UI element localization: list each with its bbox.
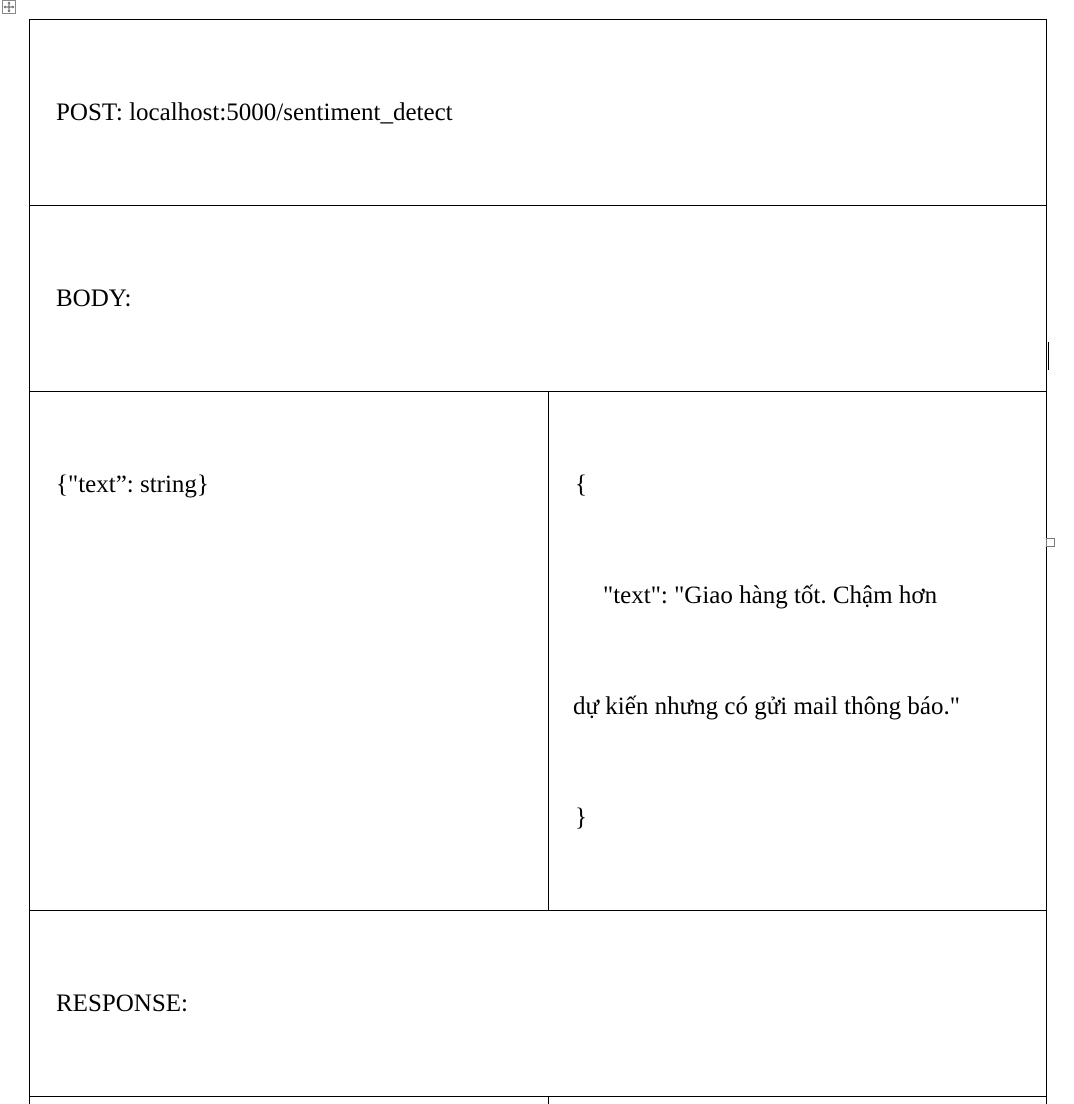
body-example-cell[interactable]: { "text": "Giao hàng tốt. Chậm hơn dự ki… (549, 392, 1047, 911)
endpoint-cell[interactable]: POST: localhost:5000/sentiment_detect (30, 20, 1047, 206)
move-arrows-icon (3, 1, 15, 13)
body-schema: {"text”: string} (56, 466, 540, 503)
body-example-text-2: dự kiến nhưng có gửi mail thông báo." (573, 688, 1038, 725)
body-row: {"text”: string} { "text": "Giao hàng tố… (30, 392, 1047, 911)
endpoint-row: POST: localhost:5000/sentiment_detect (30, 20, 1047, 206)
body-schema-cell[interactable]: {"text”: string} (30, 392, 549, 911)
body-label-row: BODY: (30, 206, 1047, 392)
body-example-close: } (575, 799, 1038, 836)
response-schema-cell[interactable]: { "positive": Number, "negative": Number… (30, 1097, 549, 1104)
body-example-open: { (575, 466, 1038, 503)
response-example-cell[interactable]: { "positive": "0.78379756", "negative": … (549, 1097, 1047, 1104)
body-label-cell[interactable]: BODY: (30, 206, 1047, 392)
body-example-text-1: "text": "Giao hàng tốt. Chậm hơn (575, 577, 1038, 614)
response-label: RESPONSE: (56, 985, 1038, 1022)
body-label: BODY: (56, 280, 1038, 317)
table-move-handle[interactable] (2, 0, 16, 14)
response-label-cell[interactable]: RESPONSE: (30, 911, 1047, 1097)
response-label-row: RESPONSE: (30, 911, 1047, 1097)
table-resize-handle[interactable] (1046, 538, 1055, 547)
response-row: { "positive": Number, "negative": Number… (30, 1097, 1047, 1104)
endpoint-text: POST: localhost:5000/sentiment_detect (56, 94, 1038, 131)
text-cursor (1048, 342, 1049, 370)
api-spec-table: POST: localhost:5000/sentiment_detect BO… (29, 19, 1047, 1104)
